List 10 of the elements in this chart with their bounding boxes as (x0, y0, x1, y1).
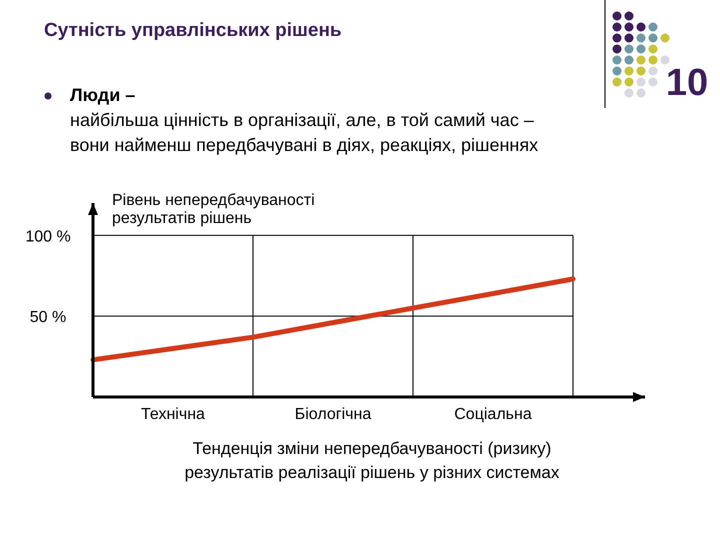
x-tick-label: Соціальна (454, 406, 532, 423)
y-tick-label: 100 % (25, 228, 71, 246)
x-tick-label: Технічна (141, 406, 206, 423)
text: 10 (666, 62, 708, 104)
x-tick-label: Біологічна (294, 406, 372, 423)
y-tick-label: 50 % (30, 309, 66, 326)
y-axis-title: Рівень непередбачуваності результатів рішень (112, 192, 315, 227)
chart-title: Сутність управлінських рішень (44, 20, 342, 41)
chart-subtitle: Люди – найбільша цінність в організації, але, в той самий час – вони найменш передбачувані в діях, реакціях, рішеннях (70, 85, 538, 155)
x-axis-title: Тенденція зміни непередбачуваності (ризику) результатів реалізації рішень у різних системах (184, 439, 560, 482)
